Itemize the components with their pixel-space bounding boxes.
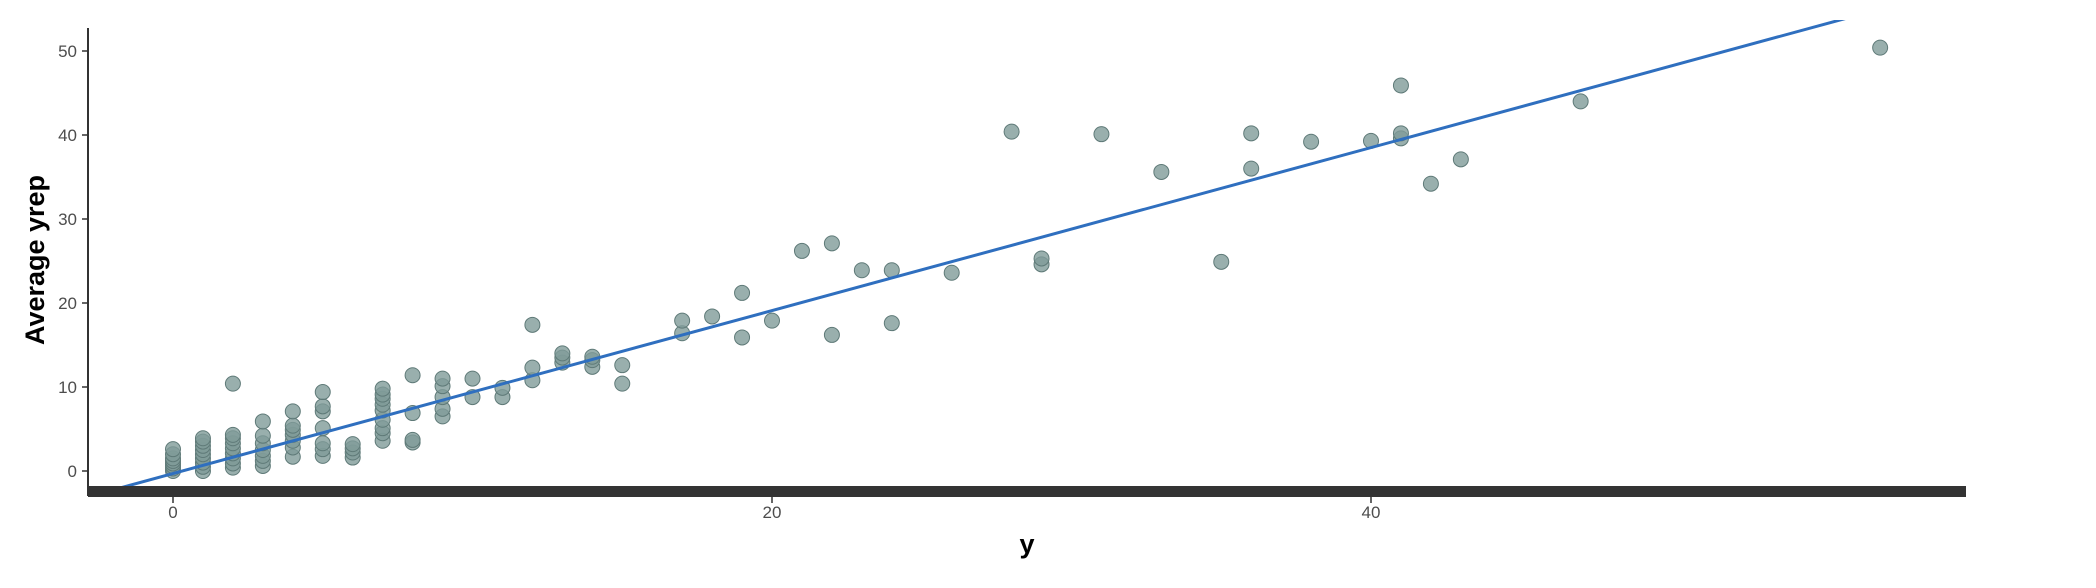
y-axis: 0 10 20 30 40 50 <box>58 28 89 496</box>
data-point <box>1452 151 1469 168</box>
data-point <box>404 367 421 384</box>
data-point <box>1033 250 1050 267</box>
y-tick-label: 10 <box>58 378 77 397</box>
data-point <box>434 370 451 387</box>
data-point <box>823 326 840 343</box>
y-tick-label: 50 <box>58 42 77 61</box>
data-point <box>1003 123 1020 140</box>
data-point <box>793 242 810 259</box>
y-axis-title: Average yrep <box>20 175 50 345</box>
data-point <box>1392 77 1409 94</box>
data-point <box>254 427 271 444</box>
data-point <box>1572 93 1589 110</box>
data-point <box>254 413 271 430</box>
data-point <box>314 398 331 415</box>
data-point <box>165 441 181 458</box>
data-point <box>1303 133 1320 150</box>
y-tick-label: 30 <box>58 210 77 229</box>
y-tick-label: 40 <box>58 126 77 145</box>
data-point <box>704 308 721 325</box>
data-point <box>524 316 541 333</box>
data-point <box>1153 163 1170 180</box>
data-point <box>614 375 631 392</box>
data-point <box>823 235 840 252</box>
data-point <box>284 417 301 434</box>
data-point <box>764 312 780 329</box>
data-point <box>554 345 571 362</box>
data-point <box>344 436 361 453</box>
x-tick-label: 20 <box>763 503 782 522</box>
data-point <box>1243 125 1260 142</box>
data-point <box>224 375 241 392</box>
data-point <box>1422 175 1439 192</box>
data-point <box>1093 126 1110 143</box>
data-point <box>853 262 870 279</box>
x-axis-title: y <box>1019 529 1034 559</box>
data-point <box>224 426 241 443</box>
fit-line <box>106 20 1846 490</box>
x-tick-label: 40 <box>1362 503 1381 522</box>
data-point <box>734 329 751 346</box>
x-axis-line <box>88 486 1966 497</box>
data-point <box>1872 39 1889 56</box>
data-point <box>674 312 691 329</box>
data-point <box>374 380 391 397</box>
data-point <box>1243 160 1260 177</box>
data-point <box>284 403 301 420</box>
data-point <box>734 284 751 301</box>
data-point <box>943 264 960 281</box>
y-tick-label: 0 <box>68 462 77 481</box>
x-axis: 0 20 40 <box>88 486 1966 522</box>
data-point <box>314 384 331 401</box>
data-point <box>404 431 421 448</box>
data-point <box>1213 253 1230 270</box>
plot-area <box>106 20 1889 490</box>
data-point <box>314 435 331 452</box>
data-point <box>883 315 900 332</box>
y-tick-label: 20 <box>58 294 77 313</box>
data-point <box>614 357 631 374</box>
x-tick-label: 0 <box>168 503 177 522</box>
data-point <box>194 430 211 447</box>
data-point <box>464 370 481 387</box>
